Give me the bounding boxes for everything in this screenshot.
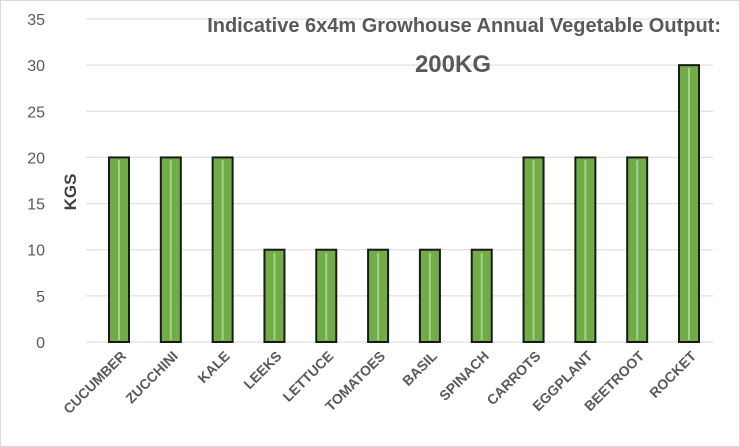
x-tick-label: BASIL — [399, 347, 440, 388]
y-tick-label: 15 — [27, 197, 45, 214]
x-tick-label: CUCUMBER — [60, 348, 129, 417]
bars — [108, 64, 700, 344]
x-tick-label: ROCKET — [646, 348, 699, 401]
gridlines — [86, 18, 713, 343]
x-tick-label: SPINACH — [436, 348, 492, 404]
chart-title: Indicative 6x4m Growhouse Annual Vegetab… — [207, 15, 721, 37]
y-tick-label: 30 — [27, 58, 45, 75]
y-tick-label: 35 — [27, 12, 45, 29]
y-tick-label: 5 — [36, 289, 45, 306]
y-tick-label: 20 — [27, 150, 45, 167]
x-tick-label: ZUCCHINI — [122, 348, 181, 407]
y-tick-label: 0 — [36, 335, 45, 352]
y-axis-ticks: 0 5 10 15 20 25 30 35 — [27, 12, 45, 352]
y-tick-label: 10 — [27, 243, 45, 260]
x-tick-label: KALE — [194, 348, 232, 386]
y-axis-label: KGS — [61, 173, 80, 211]
x-tick-label: LEEKS — [240, 348, 284, 392]
chart-subtitle: 200KG — [414, 51, 491, 78]
y-tick-label: 25 — [27, 104, 45, 121]
